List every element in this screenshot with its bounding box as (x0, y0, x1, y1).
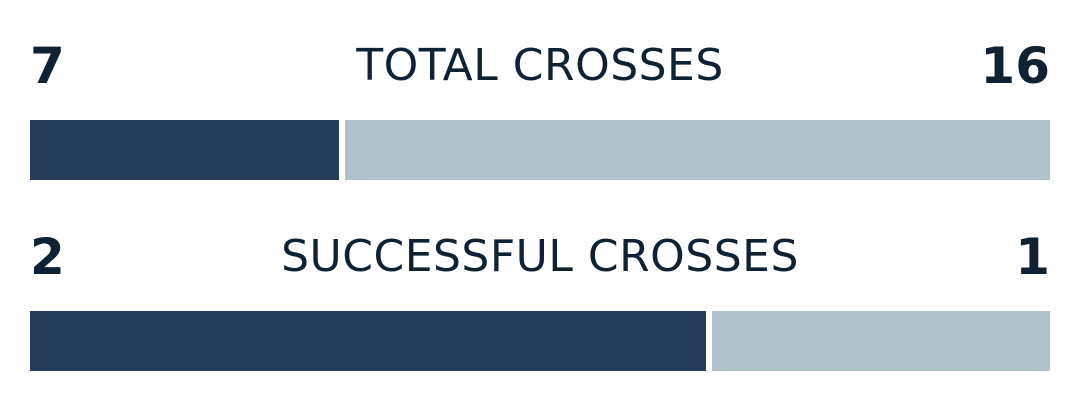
home-bar (30, 311, 706, 371)
home-value: 7 (30, 37, 65, 95)
stat-header: 2 SUCCESSFUL CROSSES 1 (30, 221, 1050, 293)
home-bar (30, 120, 339, 180)
away-bar (345, 120, 1050, 180)
comparison-bar (30, 120, 1050, 180)
stat-successful-crosses: 2 SUCCESSFUL CROSSES 1 (30, 221, 1050, 371)
away-bar (712, 311, 1050, 371)
away-value: 16 (980, 37, 1050, 95)
stat-header: 7 TOTAL CROSSES 16 (30, 30, 1050, 102)
comparison-bar (30, 311, 1050, 371)
home-value: 2 (30, 228, 65, 286)
stat-label: SUCCESSFUL CROSSES (281, 231, 799, 282)
stat-total-crosses: 7 TOTAL CROSSES 16 (30, 30, 1050, 180)
away-value: 1 (1015, 228, 1050, 286)
stat-label: TOTAL CROSSES (356, 40, 724, 91)
